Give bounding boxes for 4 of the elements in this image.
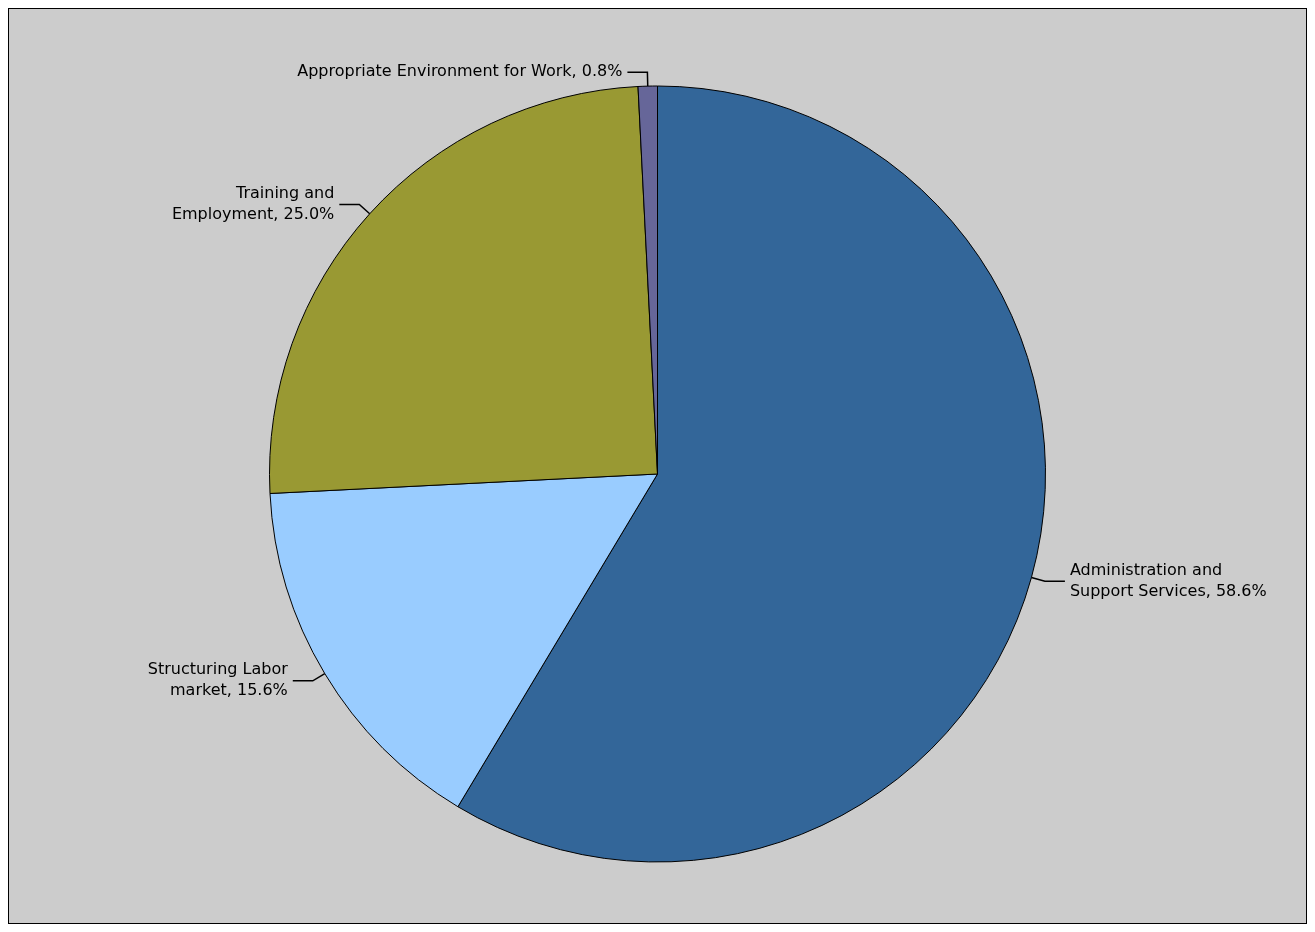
slice-label: Administration and Support Services, 58.6% <box>1069 559 1267 600</box>
slice-label: Structuring Labor market, 15.6% <box>147 659 289 700</box>
slice-label: Training and Employment, 25.0% <box>171 183 335 224</box>
slice-label: Appropriate Environment for Work, 0.8% <box>297 61 623 81</box>
